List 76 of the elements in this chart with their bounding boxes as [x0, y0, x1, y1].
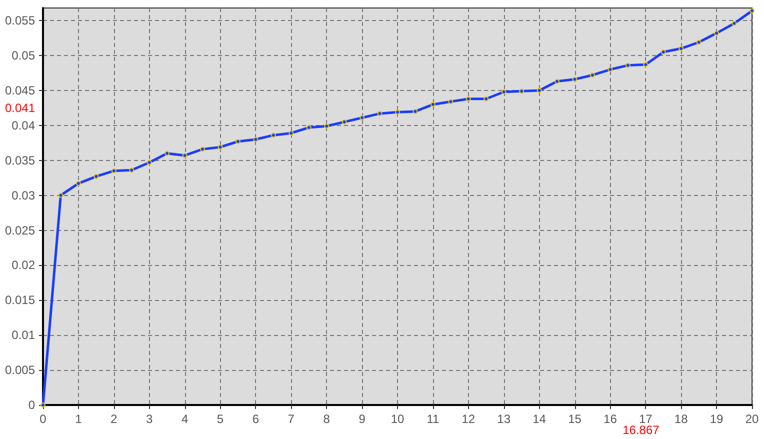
x-tick-label: 8 [323, 412, 330, 426]
x-tick-label: 1 [75, 412, 82, 426]
point [146, 160, 152, 165]
point [395, 110, 400, 115]
point [253, 136, 258, 142]
point [164, 150, 170, 156]
point [660, 50, 666, 55]
point [430, 102, 436, 107]
point [625, 62, 630, 68]
x-tick-label: 4 [181, 412, 188, 426]
x-tick-label: 7 [288, 412, 295, 426]
point [324, 124, 330, 129]
point [40, 402, 46, 408]
point [590, 72, 595, 78]
y-tick-label: 0.055 [4, 14, 36, 28]
y-tick-label: 0.05 [12, 48, 36, 63]
point [608, 67, 613, 72]
y-tick-label: 0.015 [4, 293, 36, 308]
point [572, 76, 578, 82]
point [536, 88, 542, 93]
x-tick-label: 14 [532, 412, 546, 426]
point [218, 144, 223, 150]
x-tick-label: 17 [638, 412, 653, 426]
point [554, 78, 560, 84]
point [111, 168, 116, 174]
x-tick-label: 19 [710, 412, 724, 426]
point [360, 115, 365, 120]
x-tick-label: 16 [604, 412, 618, 426]
point [750, 8, 754, 14]
point [466, 96, 471, 102]
x-tick-label: 2 [110, 412, 118, 426]
point [270, 132, 276, 138]
y-tick-label: 0.04 [12, 118, 36, 132]
y-tick-label: 0.02 [12, 258, 36, 272]
point [182, 152, 188, 158]
y-tick-label: 0.005 [4, 363, 36, 378]
point [412, 108, 418, 114]
y-tick-label: 0.01 [12, 328, 36, 342]
x-tick-label: 0 [40, 412, 47, 426]
point [714, 30, 720, 36]
point [696, 40, 702, 45]
x-tick-label: 5 [216, 412, 224, 426]
point [501, 89, 506, 94]
point [732, 20, 737, 26]
y-tick-label: 0.045 [4, 83, 36, 98]
x-tick-label: 3 [146, 412, 154, 426]
x-tick-label: 11 [426, 412, 440, 426]
text: 16.867 [622, 423, 660, 437]
x-tick-label: 18 [674, 412, 688, 426]
point [76, 180, 81, 186]
y-tick-label: 0.03 [12, 188, 36, 202]
text: 0.041 [4, 100, 36, 115]
y-tick-label: 0.035 [4, 153, 36, 168]
point [235, 139, 240, 144]
x-tick-label: 15 [568, 412, 582, 426]
point [678, 46, 684, 52]
x-tick-label: 9 [358, 412, 366, 426]
point [306, 125, 312, 130]
point [484, 96, 489, 102]
point [643, 62, 648, 68]
x-tick-label: 6 [252, 412, 260, 426]
point [448, 99, 454, 104]
point [129, 168, 134, 173]
point [58, 192, 64, 198]
x-tick-label: 13 [497, 412, 511, 426]
point [200, 146, 206, 152]
point [519, 88, 524, 94]
point [288, 130, 294, 136]
point [377, 111, 382, 116]
x-tick-label: 20 [745, 412, 759, 426]
x-tick-label: 10 [390, 412, 404, 426]
point [94, 174, 99, 179]
point [342, 119, 347, 124]
y-tick-label: 0 [28, 398, 36, 412]
y-tick-label: 0.025 [4, 223, 36, 238]
x-tick-label: 12 [462, 412, 476, 426]
